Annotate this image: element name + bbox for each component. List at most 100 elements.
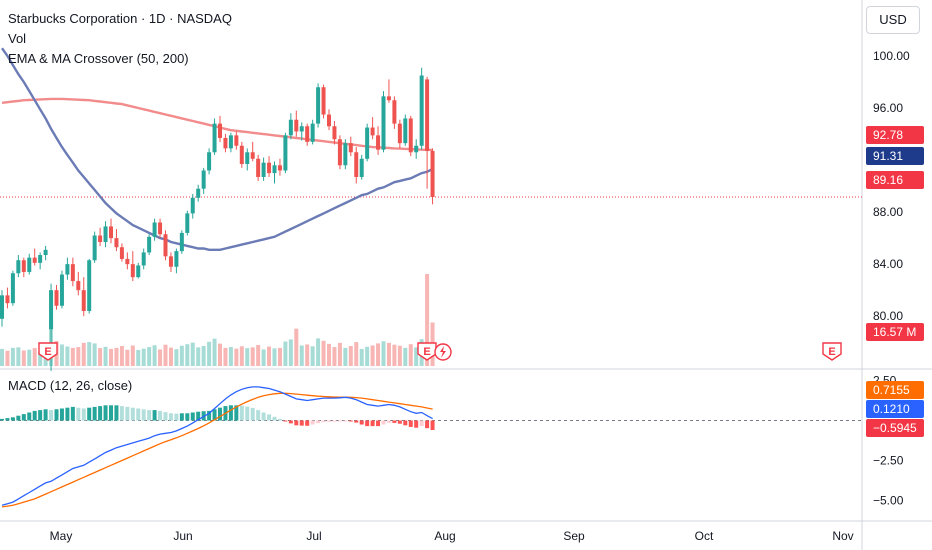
- macd-hist-bar: [337, 420, 342, 422]
- price-tick-label: 84.00: [873, 257, 903, 271]
- ma200-badge: 92.78: [866, 126, 924, 144]
- volume-bar: [196, 347, 201, 366]
- time-tick-label: May: [50, 529, 73, 543]
- volume-bar: [337, 342, 342, 366]
- earnings-marker-upcoming: E: [822, 342, 842, 361]
- volume-bar: [381, 341, 386, 366]
- volume-bar: [179, 345, 184, 366]
- candle-body: [376, 135, 381, 150]
- candle-body: [414, 145, 419, 153]
- macd-hist-bar: [109, 405, 113, 421]
- candle-body: [114, 238, 119, 248]
- volume-bar: [272, 348, 277, 366]
- candle-body: [294, 119, 299, 132]
- macd-hist-bar: [419, 420, 424, 427]
- candle-series: [0, 67, 435, 371]
- volume-bar: [316, 338, 321, 366]
- candle-body: [125, 258, 130, 265]
- macd-hist-bar: [239, 405, 244, 421]
- ema-ma-indicator-label[interactable]: EMA & MA Crossover (50, 200): [8, 51, 189, 66]
- candle-body: [147, 236, 152, 253]
- macd-hist-bar: [403, 420, 408, 426]
- candle-body: [288, 119, 293, 136]
- candle-body: [299, 126, 304, 132]
- macd-hist-bar: [152, 410, 157, 421]
- volume-bar: [10, 347, 15, 366]
- macd-hist-bar: [158, 410, 163, 421]
- macd-hist-bar: [130, 407, 135, 421]
- macd-hist-bar: [59, 408, 64, 421]
- candle-body: [5, 295, 10, 304]
- macd-hist-bar: [70, 406, 75, 421]
- volume-bar: [87, 342, 92, 366]
- volume-bar: [386, 342, 391, 366]
- macd-indicator-label[interactable]: MACD (12, 26, close): [8, 378, 133, 393]
- macd-hist-bar: [359, 420, 364, 425]
- candle-body: [327, 114, 331, 127]
- macd-hist-bar: [321, 420, 326, 423]
- candle-body: [207, 152, 212, 171]
- volume-bar: [277, 347, 282, 366]
- candle-body: [283, 135, 288, 171]
- time-tick-label: Aug: [434, 529, 455, 543]
- macd-hist-bar: [10, 417, 15, 421]
- macd-hist-bar: [76, 407, 81, 421]
- time-tick-label: Sep: [563, 529, 585, 543]
- last-price-badge-bg: [866, 171, 924, 189]
- signal-badge: 0.7155: [866, 381, 924, 399]
- candle-body: [136, 265, 141, 278]
- volume-bar: [392, 344, 397, 366]
- hist-badge-text: −0.5945: [873, 421, 917, 435]
- volume-bar: [245, 348, 250, 366]
- macd-hist-bar: [414, 420, 419, 428]
- volume-bar: [190, 342, 195, 366]
- volume-bar: [27, 349, 32, 366]
- candle-body: [397, 123, 402, 144]
- volume-bar: [403, 347, 408, 366]
- volume-bar: [103, 346, 108, 366]
- volume-badge: 16.57 M: [866, 323, 924, 341]
- candle-body: [419, 75, 424, 146]
- ema50-badge-bg: [866, 147, 924, 165]
- candle-body: [70, 264, 75, 282]
- volume-bar: [294, 328, 299, 366]
- candle-body: [337, 139, 342, 166]
- price-tick-label: 88.00: [873, 205, 903, 219]
- candle-body: [59, 274, 64, 306]
- volume-bar: [299, 345, 304, 366]
- macd-hist-bar: [343, 420, 348, 422]
- volume-bar: [359, 348, 364, 366]
- last-price-badge: 89.16: [866, 171, 924, 189]
- price-tick-label: 100.00: [873, 49, 910, 63]
- candle-body: [174, 251, 179, 267]
- macd-hist-bar: [376, 420, 381, 427]
- macd-hist-bar: [43, 409, 48, 421]
- macd-hist-bar: [332, 420, 337, 422]
- macd-hist-bar: [261, 412, 266, 421]
- macd-badge-text: 0.1210: [873, 402, 910, 416]
- candle-body: [158, 222, 163, 235]
- macd-hist-bar: [245, 406, 250, 421]
- macd-hist-bar: [234, 405, 239, 421]
- macd-hist-bar: [212, 409, 217, 421]
- volume-indicator-label[interactable]: Vol: [8, 31, 27, 46]
- symbol-title[interactable]: Starbucks Corporation · 1D · NASDAQ: [8, 11, 232, 26]
- earnings-marker-label: E: [423, 346, 430, 358]
- time-tick-label: Oct: [695, 529, 714, 543]
- candle-body: [43, 249, 48, 256]
- currency-button[interactable]: USD: [866, 6, 920, 34]
- macd-hist-bar: [228, 405, 233, 421]
- candle-body: [386, 96, 391, 101]
- candle-body: [321, 87, 326, 115]
- macd-hist-bar: [190, 412, 195, 421]
- volume-bar: [168, 347, 173, 366]
- volume-bar: [32, 348, 37, 366]
- candle-body: [92, 235, 97, 261]
- candle-body: [430, 150, 435, 198]
- candle-body: [239, 145, 244, 164]
- volume-bar: [174, 349, 179, 366]
- candle-body: [343, 143, 348, 166]
- volume-bar: [354, 342, 359, 366]
- volume-bar: [185, 344, 190, 366]
